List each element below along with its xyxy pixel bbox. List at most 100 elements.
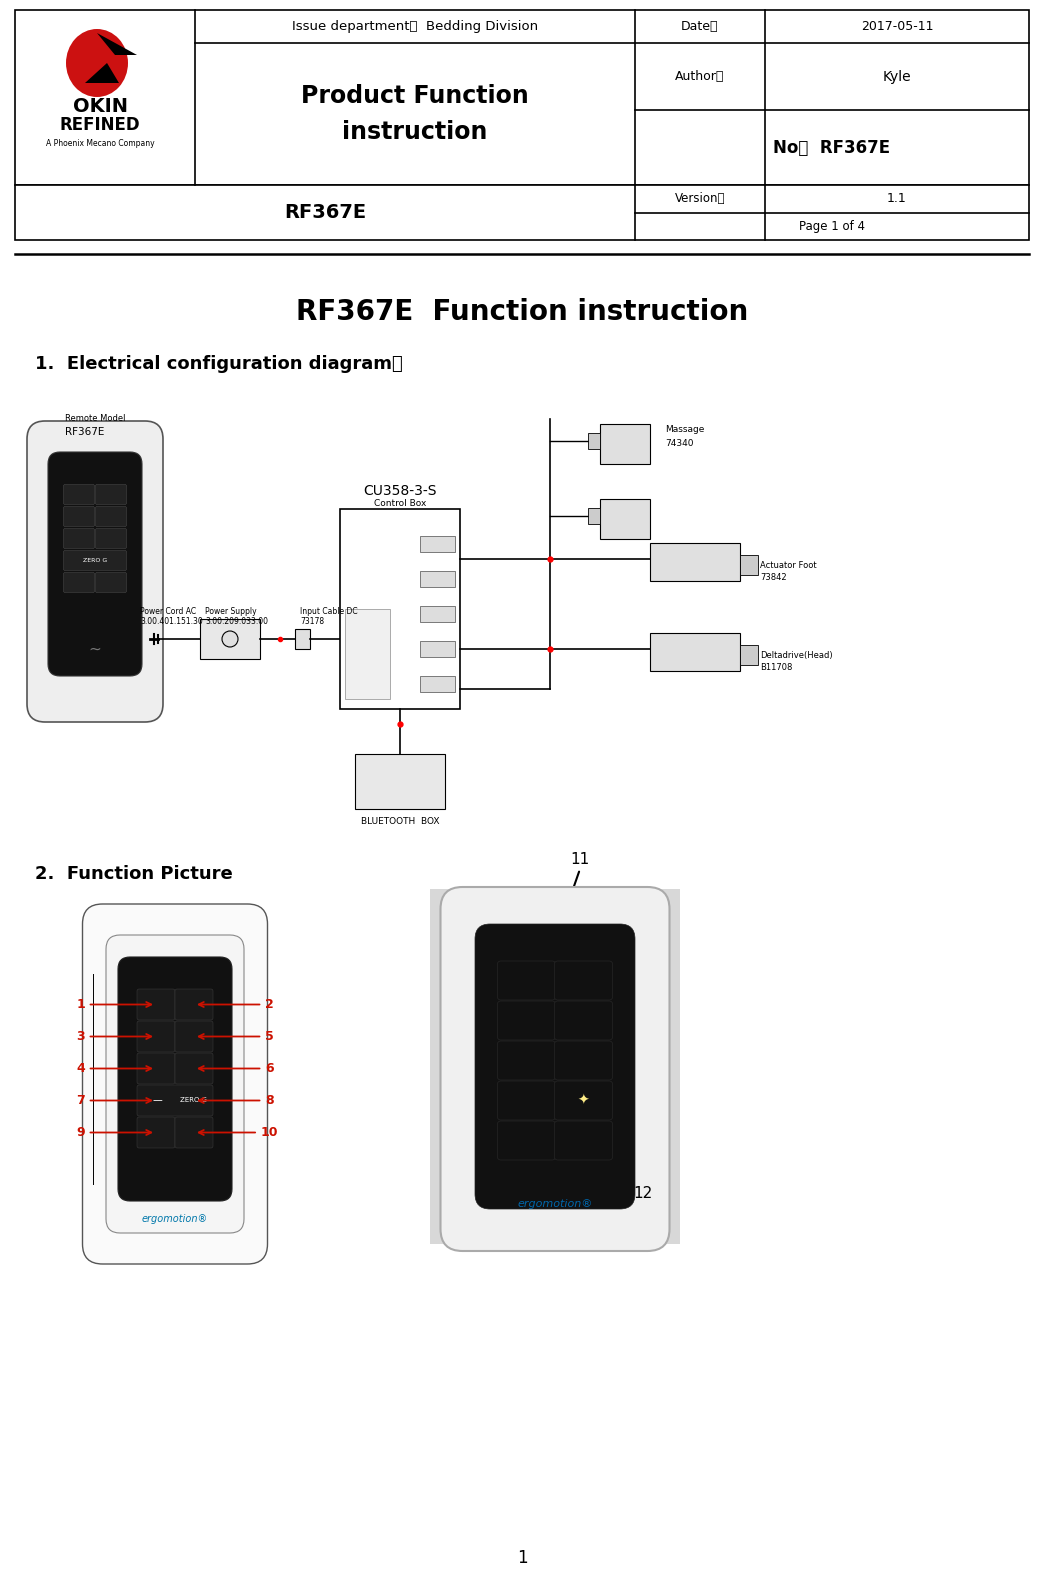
Text: Author：: Author： (675, 70, 725, 82)
Bar (430, 889, 680, 1243)
FancyBboxPatch shape (554, 1081, 613, 1120)
Bar (15, 185, 1029, 240)
Text: ergomotion®: ergomotion® (518, 1199, 593, 1209)
FancyBboxPatch shape (27, 421, 163, 721)
FancyBboxPatch shape (554, 1122, 613, 1160)
FancyBboxPatch shape (64, 484, 95, 505)
Text: Power Cord AC: Power Cord AC (140, 607, 196, 615)
Bar (420, 571, 455, 587)
Text: A Phoenix Mecano Company: A Phoenix Mecano Company (46, 139, 155, 147)
Bar (600, 424, 650, 464)
Text: 3.00.209.033.00: 3.00.209.033.00 (205, 617, 268, 626)
Bar (588, 508, 600, 524)
FancyBboxPatch shape (554, 960, 613, 1000)
Bar (420, 676, 455, 691)
FancyBboxPatch shape (82, 903, 267, 1264)
FancyBboxPatch shape (64, 528, 95, 549)
Text: RF367E: RF367E (284, 202, 366, 221)
Text: 3: 3 (76, 1030, 151, 1043)
Bar (740, 645, 758, 664)
Bar (650, 543, 740, 581)
Text: ZERO G: ZERO G (180, 1098, 207, 1104)
Text: 10: 10 (198, 1126, 279, 1139)
Text: Control Box: Control Box (374, 500, 426, 508)
FancyBboxPatch shape (137, 989, 175, 1020)
FancyBboxPatch shape (498, 1041, 555, 1081)
Polygon shape (97, 33, 137, 55)
Text: 4: 4 (76, 1062, 151, 1076)
FancyBboxPatch shape (175, 1020, 213, 1052)
FancyBboxPatch shape (475, 924, 635, 1209)
Text: Massage: Massage (665, 424, 705, 433)
Text: Issue department：  Bedding Division: Issue department： Bedding Division (292, 21, 538, 33)
Bar (740, 555, 758, 574)
FancyBboxPatch shape (498, 1122, 555, 1160)
Bar (15, 9, 1029, 185)
Text: Deltadrive(Head): Deltadrive(Head) (760, 652, 833, 660)
Text: ergomotion®: ergomotion® (142, 1213, 208, 1224)
Text: 6: 6 (198, 1062, 274, 1076)
Bar (420, 606, 455, 622)
Text: 2017-05-11: 2017-05-11 (860, 21, 933, 33)
Ellipse shape (66, 28, 128, 97)
Text: 3.00.401.151.30: 3.00.401.151.30 (140, 617, 203, 626)
Text: 73842: 73842 (760, 573, 786, 582)
FancyBboxPatch shape (106, 935, 244, 1232)
Text: Power Supply: Power Supply (205, 607, 257, 615)
Text: ~: ~ (89, 641, 101, 657)
Text: Product Function
instruction: Product Function instruction (301, 84, 529, 144)
FancyBboxPatch shape (175, 1117, 213, 1149)
Text: 7: 7 (76, 1095, 151, 1107)
FancyBboxPatch shape (441, 888, 669, 1251)
Text: ✦: ✦ (577, 1093, 589, 1107)
Text: 1: 1 (517, 1549, 527, 1568)
Text: REFINED: REFINED (60, 115, 140, 134)
Text: 74340: 74340 (665, 440, 693, 449)
Text: 2: 2 (198, 998, 274, 1011)
Bar (355, 755, 445, 808)
Text: 1.1: 1.1 (887, 193, 907, 206)
Text: 12: 12 (633, 1186, 652, 1201)
FancyBboxPatch shape (95, 528, 126, 549)
Text: 1: 1 (76, 998, 151, 1011)
Bar (650, 633, 740, 671)
Bar (340, 509, 460, 709)
FancyBboxPatch shape (554, 1041, 613, 1081)
FancyBboxPatch shape (95, 484, 126, 505)
FancyBboxPatch shape (175, 1054, 213, 1084)
FancyBboxPatch shape (95, 506, 126, 527)
Text: Input Cable DC: Input Cable DC (300, 607, 358, 615)
FancyBboxPatch shape (64, 573, 95, 593)
Text: Actuator Foot: Actuator Foot (760, 562, 816, 570)
Bar (600, 498, 650, 539)
Bar (200, 619, 260, 660)
Bar (295, 630, 310, 649)
FancyBboxPatch shape (137, 1085, 213, 1115)
Polygon shape (85, 63, 119, 82)
Text: 1.  Electrical configuration diagram：: 1. Electrical configuration diagram： (35, 354, 403, 373)
FancyBboxPatch shape (498, 1001, 555, 1039)
Text: Version：: Version： (674, 193, 726, 206)
Text: —: — (152, 1095, 162, 1106)
FancyBboxPatch shape (95, 573, 126, 593)
Text: 8: 8 (198, 1095, 274, 1107)
FancyBboxPatch shape (554, 1001, 613, 1039)
FancyBboxPatch shape (498, 960, 555, 1000)
FancyBboxPatch shape (175, 989, 213, 1020)
Text: Remote Model: Remote Model (65, 414, 125, 422)
Text: 11: 11 (570, 851, 590, 867)
Text: 2.  Function Picture: 2. Function Picture (35, 865, 233, 883)
FancyBboxPatch shape (137, 1020, 175, 1052)
Text: No：  RF367E: No： RF367E (774, 139, 891, 157)
Text: Kyle: Kyle (882, 70, 911, 84)
FancyBboxPatch shape (137, 1054, 175, 1084)
Bar (420, 536, 455, 552)
FancyBboxPatch shape (118, 957, 232, 1201)
Text: Page 1 of 4: Page 1 of 4 (799, 220, 865, 233)
Bar (345, 609, 390, 699)
Text: BLUETOOTH  BOX: BLUETOOTH BOX (361, 816, 440, 826)
Text: OKIN: OKIN (72, 98, 127, 117)
Text: 5: 5 (198, 1030, 274, 1043)
Circle shape (222, 631, 238, 647)
Text: RF367E: RF367E (65, 427, 104, 437)
